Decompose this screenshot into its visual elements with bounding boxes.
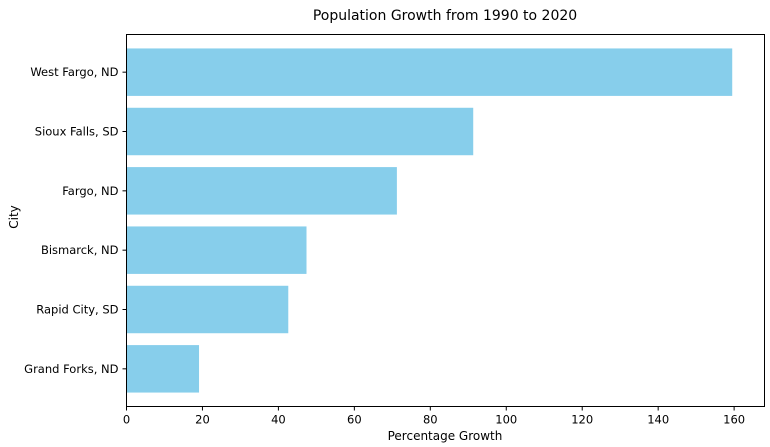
bar-grand-forks-nd [126, 345, 200, 393]
bar-group [126, 48, 733, 393]
x-tick-label: 60 [347, 413, 362, 427]
x-tick-label: 80 [423, 413, 438, 427]
y-tick-label: Sioux Falls, SD [35, 125, 119, 139]
y-axis-ticks: West Fargo, ND Sioux Falls, SD Fargo, ND Bi… [24, 65, 127, 376]
bar-bismarck-nd [126, 226, 307, 274]
bar-rapid-city-sd [126, 285, 289, 334]
x-axis-ticks: 0 20 40 60 80 100 120 140 160 [123, 406, 745, 427]
y-tick-label: Grand Forks, ND [24, 362, 118, 376]
x-tick-label: 20 [195, 413, 210, 427]
x-axis-label: Percentage Growth [388, 429, 503, 443]
y-tick-label: Fargo, ND [62, 184, 118, 198]
chart-title: Population Growth from 1990 to 2020 [313, 8, 577, 24]
x-tick-label: 100 [495, 413, 517, 427]
x-tick-label: 120 [571, 413, 593, 427]
x-tick-label: 0 [123, 413, 130, 427]
plot-area-frame [126, 34, 765, 407]
x-tick-label: 140 [647, 413, 669, 427]
y-tick-label: West Fargo, ND [30, 65, 118, 79]
bar-west-fargo-nd [126, 48, 733, 96]
bar-sioux-falls-sd [126, 107, 474, 156]
x-tick-label: 40 [271, 413, 286, 427]
y-axis-label: City [7, 205, 21, 229]
bar-fargo-nd [126, 167, 397, 215]
x-tick-label: 160 [723, 413, 745, 427]
y-tick-label: Bismarck, ND [41, 243, 119, 257]
y-tick-label: Rapid City, SD [36, 303, 118, 317]
